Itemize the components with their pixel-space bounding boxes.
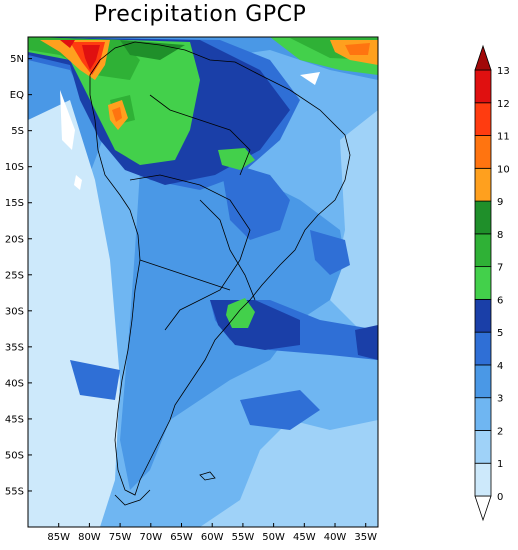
map-title: Precipitation GPCP [93,2,307,27]
latitude-ticks: 5N EQ 5S 10S 15S 20S 25S 30S 35S 40S 45S 50S 55S [5,54,32,497]
lat-label: 25S [5,270,24,281]
colorbar-box [474,331,492,366]
lat-label: 40S [5,378,24,389]
lon-label: 65W [170,532,193,543]
colorbar-box [474,135,492,169]
colorbar-level-label: 9 [497,197,503,208]
colorbar-level-label: 1 [497,459,503,470]
colorbar-level-label: 11 [497,132,510,143]
lat-label: 5N [10,54,24,65]
colorbar-level-label: 8 [497,230,503,241]
lon-label: 60W [201,532,224,543]
colorbar-level-label: 7 [497,263,503,274]
lon-label: 80W [78,532,101,543]
colorbar-box [474,430,492,464]
colorbar-box [474,69,492,104]
coastline [89,41,351,506]
colorbar-box [474,397,492,431]
colorbar-bottom-cap [474,495,492,522]
lat-label: EQ [10,90,24,101]
lat-label: 45S [5,414,24,425]
lon-label: 55W [232,532,255,543]
lat-label: 55S [5,486,24,497]
colorbar-level-label: 2 [497,426,503,437]
colorbar-box [474,298,492,333]
colorbar-level-label: 4 [497,361,503,372]
colorbar-level-label: 10 [497,164,510,175]
colorbar-level-label: 5 [497,328,503,339]
lat-label: 30S [5,306,24,317]
colorbar-level-label: 0 [497,492,503,503]
map-frame [27,36,379,528]
lon-label: 40W [324,532,347,543]
colorbar-level-label: 3 [497,394,503,405]
lon-label: 75W [109,532,132,543]
colorbar-level-label: 12 [497,99,510,110]
colorbar-box [474,364,492,399]
lon-label: 45W [293,532,316,543]
colorbar-top-cap [474,44,492,71]
colorbar-boxes [474,44,492,522]
lat-label: 35S [5,342,24,353]
colorbar-box [474,200,492,235]
lat-label: 15S [5,198,24,209]
lat-label: 50S [5,450,24,461]
longitude-ticks: 85W 80W 75W 70W 65W 60W 55W 50W 45W 40W 35W [47,523,377,543]
lon-label: 50W [262,532,285,543]
colorbar-level-label: 13 [497,66,510,77]
colorbar-box [474,462,492,497]
lon-label: 35W [354,532,377,543]
lat-label: 20S [5,234,24,245]
lon-label: 70W [139,532,162,543]
lat-label: 10S [5,162,24,173]
lat-label: 5S [11,126,24,137]
colorbar-box [474,102,492,136]
precip-field [28,37,378,527]
colorbar-level-label: 6 [497,295,503,306]
colorbar-box [474,266,492,300]
lon-label: 85W [47,532,70,543]
colorbar-box [474,233,492,268]
colorbar-box [474,167,492,202]
